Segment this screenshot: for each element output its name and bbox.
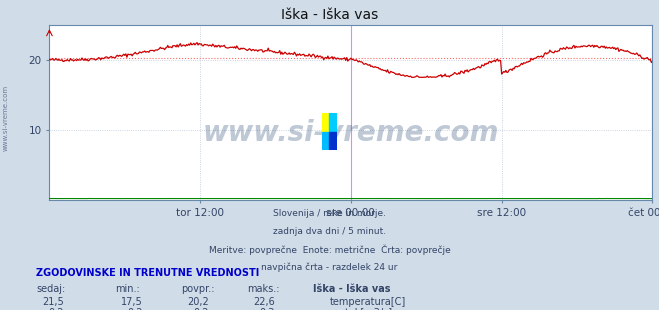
- Text: 0,2: 0,2: [127, 308, 143, 310]
- Text: 20,2: 20,2: [187, 297, 209, 307]
- Text: www.si-vreme.com: www.si-vreme.com: [203, 119, 499, 147]
- Bar: [330, 132, 337, 150]
- Text: min.:: min.:: [115, 284, 140, 294]
- Text: navpična črta - razdelek 24 ur: navpična črta - razdelek 24 ur: [262, 262, 397, 272]
- Text: zadnja dva dni / 5 minut.: zadnja dva dni / 5 minut.: [273, 227, 386, 236]
- Text: 22,6: 22,6: [253, 297, 275, 307]
- Text: povpr.:: povpr.:: [181, 284, 215, 294]
- Bar: [322, 132, 330, 150]
- Text: 21,5: 21,5: [42, 297, 64, 307]
- Text: Meritve: povprečne  Enote: metrične  Črta: povprečje: Meritve: povprečne Enote: metrične Črta:…: [209, 245, 450, 255]
- Text: Slovenija / reke in morje.: Slovenija / reke in morje.: [273, 209, 386, 218]
- Text: Iška - Iška vas: Iška - Iška vas: [281, 8, 378, 22]
- Text: ZGODOVINSKE IN TRENUTNE VREDNOSTI: ZGODOVINSKE IN TRENUTNE VREDNOSTI: [36, 268, 260, 278]
- Text: Iška - Iška vas: Iška - Iška vas: [313, 284, 391, 294]
- Text: temperatura[C]: temperatura[C]: [330, 297, 406, 307]
- Text: 0,2: 0,2: [193, 308, 209, 310]
- Text: www.si-vreme.com: www.si-vreme.com: [2, 85, 9, 151]
- Bar: [330, 113, 337, 132]
- Text: sedaj:: sedaj:: [36, 284, 65, 294]
- Bar: [322, 113, 330, 132]
- Text: pretok[m3/s]: pretok[m3/s]: [330, 308, 393, 310]
- Text: 17,5: 17,5: [121, 297, 143, 307]
- Text: maks.:: maks.:: [247, 284, 279, 294]
- Text: 0,3: 0,3: [260, 308, 275, 310]
- Text: 0,2: 0,2: [48, 308, 64, 310]
